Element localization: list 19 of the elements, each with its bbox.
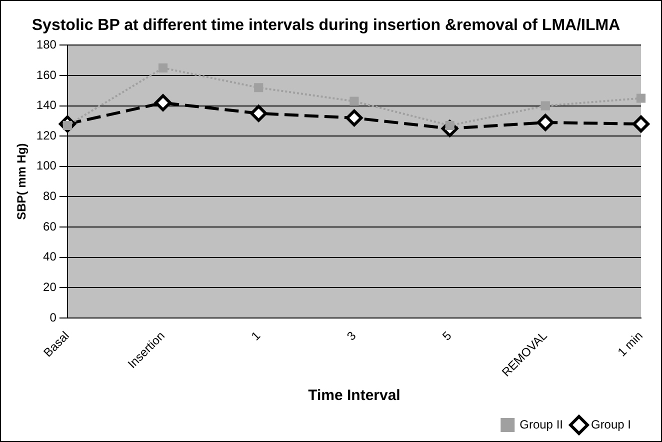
x-tick-label: 1 min bbox=[614, 328, 646, 360]
y-tick-label: 0 bbox=[50, 310, 57, 324]
legend-label: Group II bbox=[520, 417, 563, 432]
y-axis-title: SBP( mm Hg) bbox=[14, 143, 29, 220]
y-tick-label: 80 bbox=[43, 189, 57, 204]
y-tick-label: 20 bbox=[43, 280, 57, 294]
y-tick-label: 100 bbox=[36, 158, 57, 173]
y-tick-label: 180 bbox=[36, 38, 57, 52]
x-tick-label: 5 bbox=[440, 328, 454, 344]
legend-label: Group I bbox=[590, 417, 632, 432]
y-tick-label: 120 bbox=[36, 128, 57, 142]
y-tick-label: 140 bbox=[36, 98, 57, 112]
y-tick-label: 60 bbox=[43, 219, 57, 234]
y-tick-label: 160 bbox=[36, 68, 57, 82]
chart-title: Systolic BP at different time intervals during insertion &removal of LMA/ILMA bbox=[32, 17, 621, 34]
x-tick-label: 3 bbox=[344, 328, 359, 344]
y-tick-label: 40 bbox=[43, 250, 57, 264]
x-axis-title: Time Interval bbox=[308, 387, 400, 404]
x-tick-label: 1 bbox=[248, 328, 264, 344]
